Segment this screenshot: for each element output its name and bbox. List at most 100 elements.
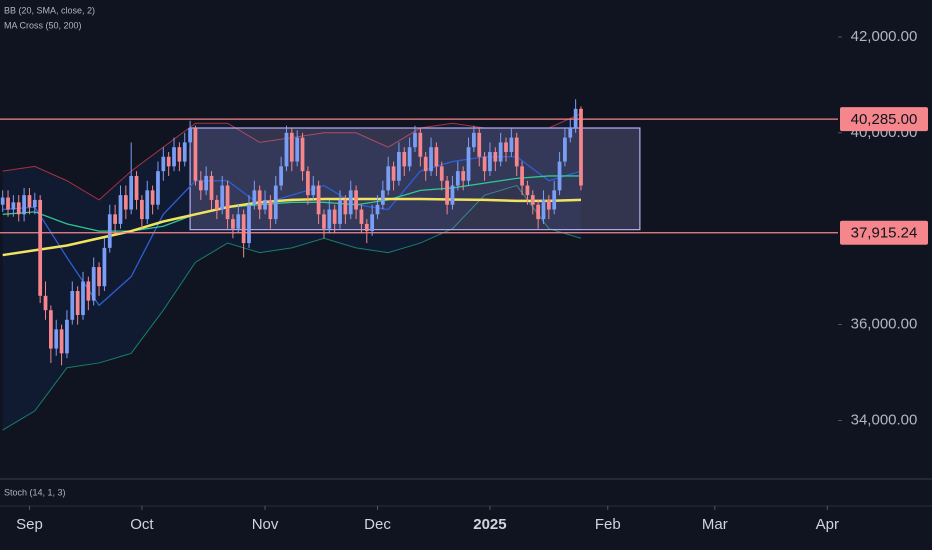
candle-body: [568, 128, 573, 138]
candle-body: [102, 247, 107, 287]
candle-body: [391, 166, 396, 181]
candle-body: [466, 147, 471, 181]
candle-body: [150, 190, 155, 205]
candle-body: [546, 199, 551, 210]
x-tick-label: Apr: [816, 516, 839, 533]
candle-body: [573, 108, 578, 129]
candle-body: [429, 147, 433, 172]
candle-body: [530, 195, 535, 205]
candle-body: [509, 137, 514, 152]
level-tag: [840, 107, 928, 132]
candle-body: [22, 195, 26, 215]
candle-body: [16, 202, 21, 215]
candle-body: [54, 329, 59, 349]
x-tick-label: Mar: [702, 516, 728, 533]
candle-body: [370, 214, 375, 232]
candle-body: [434, 147, 439, 167]
candle-body: [536, 204, 541, 220]
candle-body: [0, 197, 5, 205]
y-tick-label: 42,000.00: [851, 28, 918, 45]
candle-body: [59, 329, 64, 354]
candle-body: [348, 190, 353, 215]
candle-body: [338, 199, 342, 224]
x-tick-label: Sep: [16, 516, 43, 533]
ma-line: [2, 197, 582, 257]
candle-body: [386, 166, 391, 191]
y-tick-label: 36,000.00: [851, 316, 918, 333]
candle-body: [289, 132, 294, 162]
candle-body: [455, 171, 460, 186]
candle-body: [354, 190, 358, 210]
candle-body: [418, 132, 423, 157]
candle-body: [43, 295, 48, 311]
candle-body: [359, 209, 364, 224]
level-tag: [840, 220, 928, 245]
candle-body: [32, 199, 37, 208]
candle-body: [413, 132, 417, 148]
candle-body: [220, 185, 225, 210]
legend-bb: BB (20, SMA, close, 2): [4, 5, 95, 15]
candle-body: [113, 214, 117, 224]
stoch-label: Stoch (14, 1, 3): [4, 487, 66, 497]
candle-body: [38, 199, 43, 296]
candle-body: [27, 195, 32, 208]
candle-body: [6, 197, 10, 210]
candle-body: [407, 147, 412, 167]
candle-body: [86, 281, 91, 301]
candle-body: [182, 142, 187, 162]
candle-body: [204, 175, 209, 191]
candle-body: [134, 175, 139, 200]
candle-body: [247, 204, 251, 244]
candle-body: [520, 166, 524, 186]
candle-body: [306, 171, 310, 196]
candle-body: [563, 137, 567, 162]
candle-body: [241, 214, 246, 244]
y-tick-label: 34,000.00: [851, 411, 918, 428]
candle-body: [316, 185, 321, 215]
candle-body: [75, 291, 80, 315]
candle-body: [198, 180, 203, 191]
candle-body: [541, 199, 546, 220]
candle-body: [81, 281, 85, 315]
candle-body: [257, 190, 262, 210]
candle-body: [177, 147, 182, 162]
candle-body: [504, 142, 508, 152]
candle-body: [552, 190, 557, 210]
candle-body: [279, 166, 283, 186]
x-tick-label: Dec: [364, 516, 391, 533]
candle-body: [375, 204, 380, 215]
candle-body: [482, 156, 487, 172]
candle-body: [322, 214, 326, 229]
level-label: 37,915.24: [851, 225, 918, 242]
candle-body: [188, 128, 192, 143]
candle-body: [193, 128, 198, 181]
candle-body: [107, 214, 112, 248]
candle-body: [498, 142, 503, 162]
candle-body: [91, 267, 96, 301]
candle-body: [48, 310, 53, 349]
candle-body: [514, 137, 519, 167]
candle-body: [493, 151, 498, 162]
candle-body: [236, 214, 241, 229]
candle-body: [402, 151, 407, 167]
candle-body: [214, 199, 219, 210]
candle-body: [311, 185, 316, 196]
candle-body: [140, 199, 144, 220]
legend-ma: MA Cross (50, 200): [4, 20, 82, 30]
candle-body: [129, 175, 134, 210]
x-tick-label: Oct: [130, 516, 154, 533]
candle-body: [439, 166, 444, 181]
candle-body: [231, 219, 235, 229]
candle-body: [332, 209, 337, 224]
candle-body: [343, 199, 348, 215]
bb-lower: [2, 184, 582, 431]
candle-body: [166, 156, 171, 167]
candle-body: [327, 209, 332, 229]
candle-body: [11, 202, 16, 210]
candle-body: [252, 190, 257, 205]
candle-body: [65, 319, 69, 354]
candle-body: [557, 161, 562, 191]
